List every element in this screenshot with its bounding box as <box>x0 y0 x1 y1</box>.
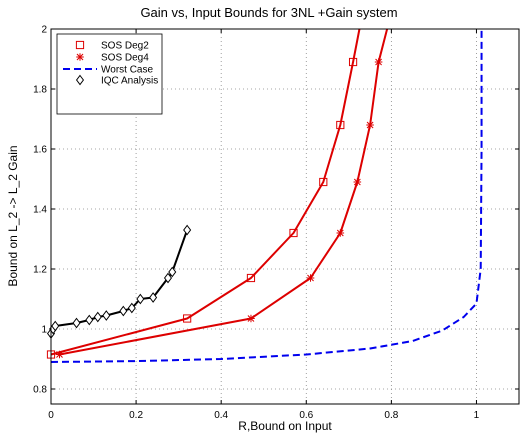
data-point <box>119 305 128 317</box>
x-axis-label: R,Bound on Input <box>238 419 332 433</box>
x-tick-labels: 0 0.2 0.4 0.6 0.8 1 <box>48 410 479 421</box>
series-line <box>50 29 483 363</box>
data-point <box>127 302 136 314</box>
data-point <box>136 293 145 305</box>
y-tick-label: 1.8 <box>33 85 47 96</box>
series-worst-case <box>50 29 483 363</box>
data-point <box>374 58 383 66</box>
series-sos-deg4 <box>55 28 389 359</box>
y-tick-label: 1 <box>41 325 47 336</box>
data-point <box>72 317 81 329</box>
x-tick-label: 0.6 <box>299 410 313 421</box>
data-point <box>168 266 177 278</box>
data-point <box>366 121 374 129</box>
legend-item: SOS Deg2 <box>75 40 149 52</box>
y-axis-label: Bound on L_2 -> L_2 Gain <box>6 145 20 286</box>
data-point <box>149 292 158 303</box>
data-point <box>289 228 298 238</box>
legend-swatch <box>75 40 85 50</box>
legend-label: Worst Case <box>101 65 153 76</box>
x-tick-label: 0.4 <box>214 410 228 421</box>
data-point <box>306 274 315 282</box>
legend-label: SOS Deg4 <box>101 53 149 64</box>
legend-swatch <box>75 74 85 86</box>
plot-frame <box>50 28 520 405</box>
data-point <box>336 120 345 130</box>
x-tick-label: 0 <box>48 410 54 421</box>
legend-item: Worst Case <box>63 65 153 76</box>
chart-title: Gain vs, Input Bounds for 3NL +Gain syst… <box>140 5 397 20</box>
legend-label: SOS Deg2 <box>101 41 149 52</box>
y-tick-label: 2 <box>41 25 47 36</box>
y-tick-label: 1.2 <box>33 265 47 276</box>
series-layer <box>46 28 483 363</box>
series-iqc-analysis <box>46 224 192 339</box>
data-point <box>183 224 192 236</box>
y-tick-label: 0.8 <box>33 385 47 396</box>
y-tick-label: 1.6 <box>33 145 47 156</box>
grid-lines <box>51 29 519 404</box>
data-point <box>348 57 358 67</box>
y-tick-label: 1.4 <box>33 205 47 216</box>
data-point <box>163 272 173 284</box>
data-point <box>183 314 192 323</box>
data-point <box>319 177 328 187</box>
series-line <box>59 28 389 356</box>
data-point <box>246 273 256 283</box>
legend-label: IQC Analysis <box>101 76 158 87</box>
data-point <box>85 314 94 326</box>
x-tick-label: 0.8 <box>384 410 398 421</box>
data-point <box>51 320 60 332</box>
legend-item: IQC Analysis <box>75 74 158 87</box>
data-point <box>102 310 111 321</box>
series-line <box>50 28 361 356</box>
y-tick-labels: 0.8 1 1.2 1.4 1.6 1.8 2 <box>33 25 47 396</box>
data-point <box>336 229 345 237</box>
data-point <box>247 314 255 323</box>
data-point <box>353 178 362 186</box>
legend-item: SOS Deg4 <box>76 53 149 64</box>
x-tick-label: 0.2 <box>129 410 143 421</box>
x-tick-label: 1 <box>474 410 480 421</box>
legend-swatch <box>76 53 84 61</box>
data-point <box>93 311 102 323</box>
data-point <box>55 350 64 359</box>
legend-box <box>56 33 163 115</box>
